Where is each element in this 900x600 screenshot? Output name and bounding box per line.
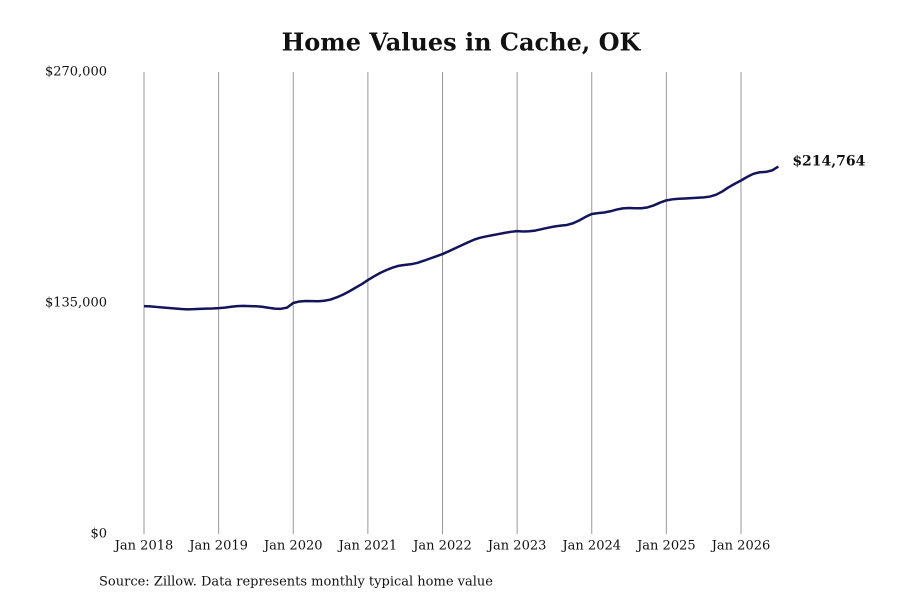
x-tick-label: Jan 2022 [411, 539, 472, 554]
x-tick-label: Jan 2023 [486, 539, 547, 554]
line-series [143, 165, 779, 311]
x-tick-label: Jan 2021 [337, 539, 398, 554]
y-tick-label: $0 [90, 527, 107, 542]
x-tick-label: Jan 2020 [262, 539, 323, 554]
x-tick-label: Jan 2019 [187, 539, 248, 554]
x-tick-label: Jan 2025 [635, 539, 696, 554]
x-tick-label: Jan 2024 [560, 539, 621, 554]
y-tick-label: $135,000 [45, 296, 107, 311]
y-tick-label: $270,000 [45, 65, 107, 80]
chart-title: Home Values in Cache, OK [282, 28, 642, 57]
end-value-label: $214,764 [792, 154, 865, 170]
x-tick-label: Jan 2018 [113, 539, 174, 554]
source-note: Source: Zillow. Data represents monthly … [99, 575, 493, 590]
x-tick-label: Jan 2026 [710, 539, 771, 554]
